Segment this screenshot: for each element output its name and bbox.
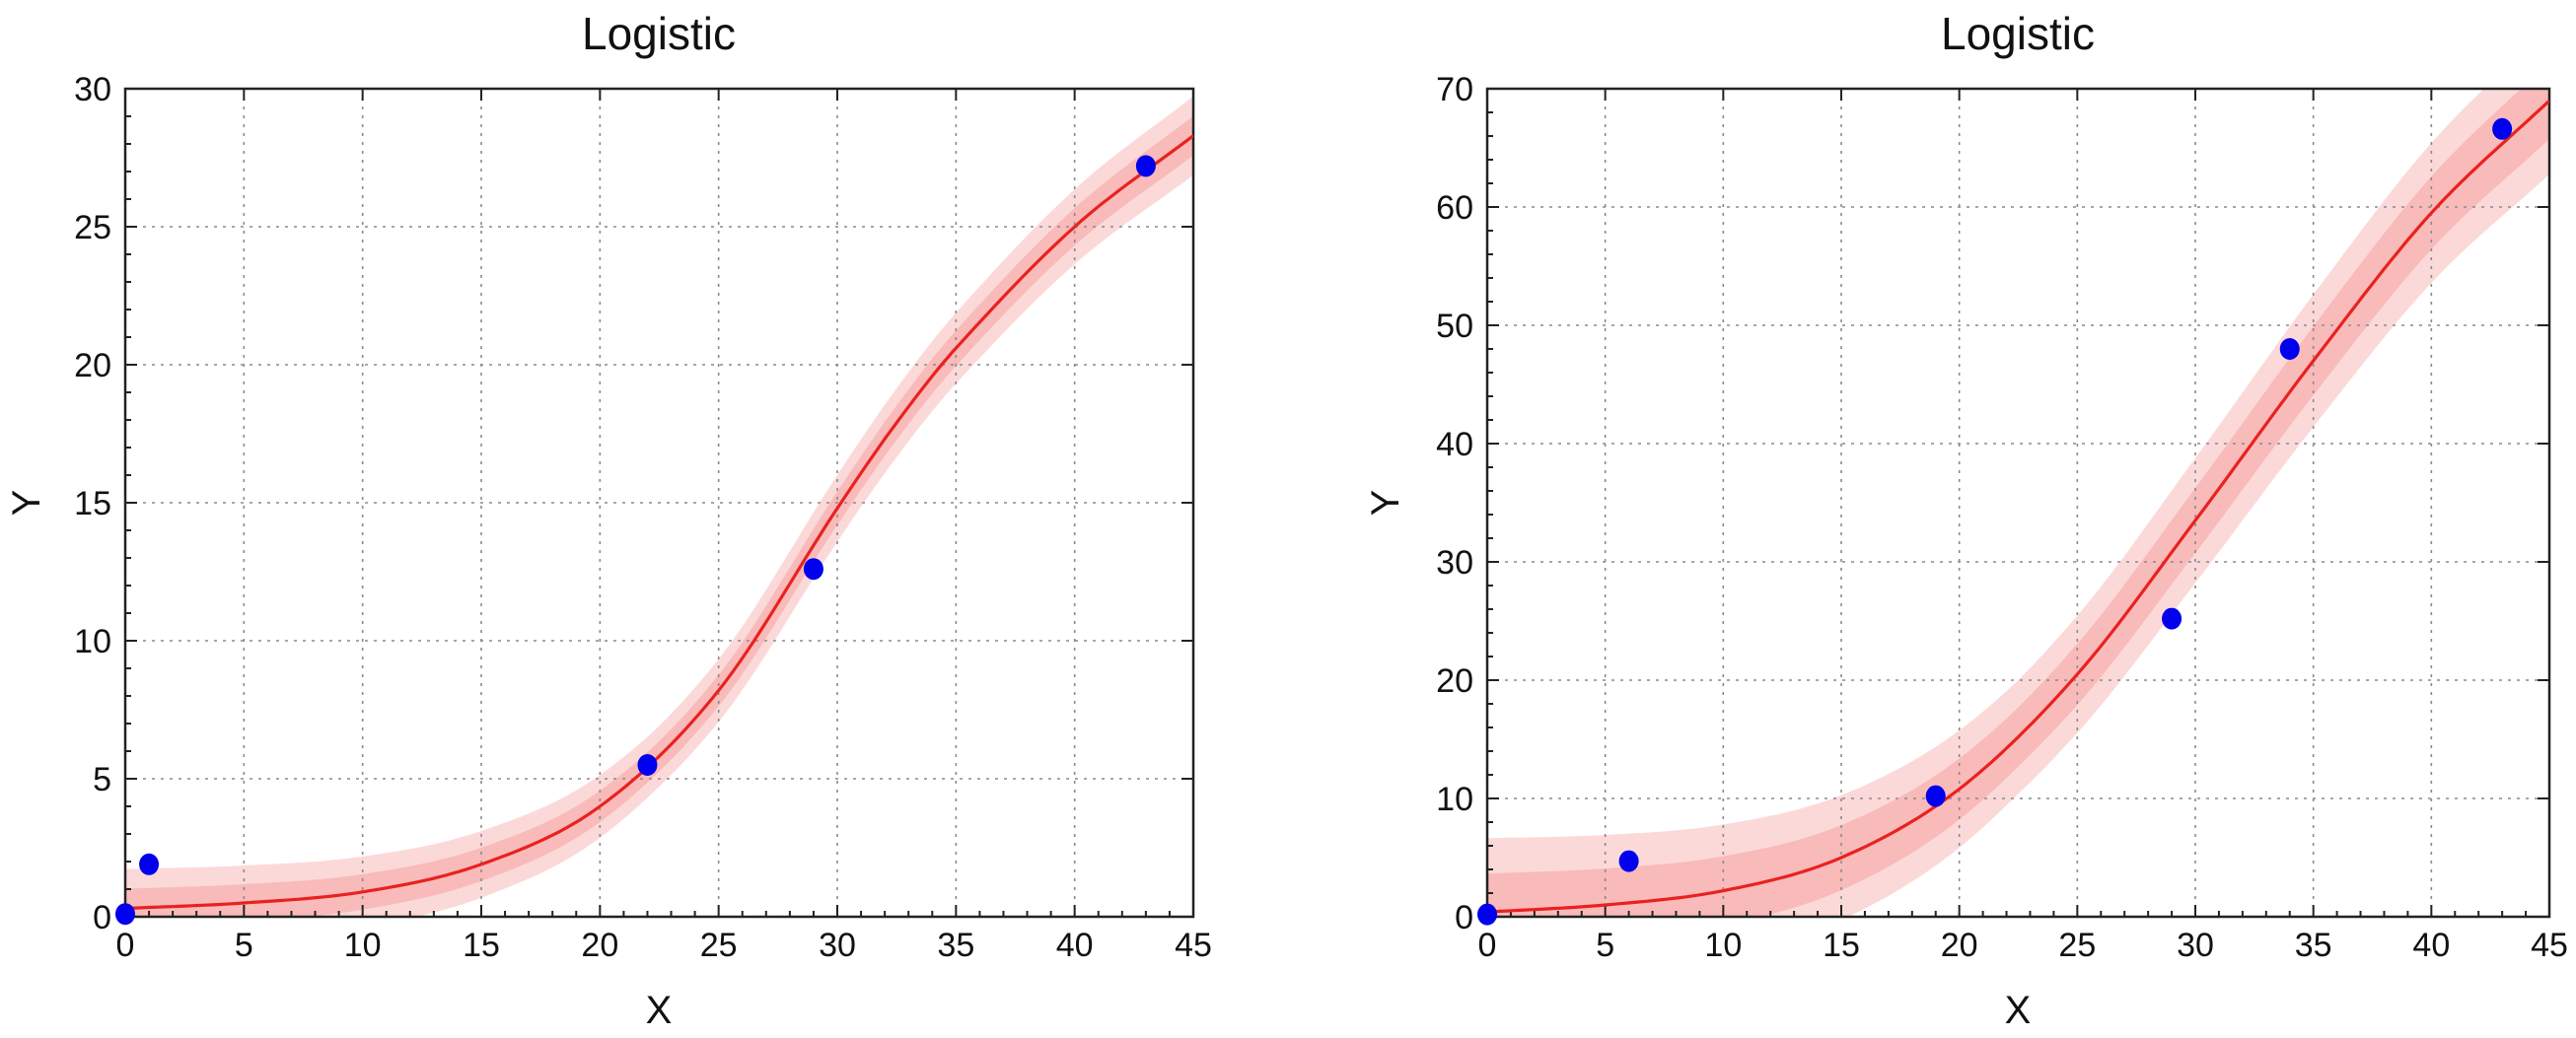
x-tick-label: 10 <box>1704 927 1742 964</box>
x-tick-label: 30 <box>819 927 856 964</box>
x-tick-label: 25 <box>700 927 738 964</box>
y-tick-label: 70 <box>1436 71 1473 108</box>
x-tick-label: 20 <box>581 927 618 964</box>
data-point-layer <box>1477 117 2513 926</box>
y-tick-label: 25 <box>74 209 111 246</box>
outer-confidence-band <box>125 96 1193 917</box>
y-tick-label: 10 <box>74 623 111 660</box>
data-point <box>1135 155 1156 177</box>
x-tick-label: 10 <box>344 927 382 964</box>
data-point <box>2279 338 2300 360</box>
y-tick-label: 10 <box>1436 781 1473 818</box>
x-tick-label: 15 <box>463 927 500 964</box>
fit-line-layer <box>125 134 1193 911</box>
data-point <box>115 903 135 926</box>
confidence-band-layer <box>125 96 1193 917</box>
y-tick-label: 5 <box>93 761 111 798</box>
y-tick-label: 50 <box>1436 308 1473 345</box>
x-tick-label: 15 <box>1823 927 1860 964</box>
fit-line <box>125 134 1193 911</box>
tick-layer: 0 5 10 15 20 25 30 35 40 45 0 5 10 15 20 25 30 <box>74 71 1212 964</box>
grid-layer <box>125 89 1193 917</box>
data-point <box>803 558 823 581</box>
data-point <box>637 754 658 776</box>
confidence-band-layer <box>1487 89 2549 917</box>
outer-confidence-band <box>1487 89 2549 917</box>
fit-line <box>1487 99 2549 914</box>
data-point <box>2492 117 2513 140</box>
y-tick-label: 0 <box>1455 899 1473 936</box>
x-tick-label: 5 <box>235 927 253 964</box>
y-axis-label: Y <box>5 490 48 517</box>
y-tick-label: 30 <box>74 71 111 108</box>
x-tick-label: 45 <box>2531 927 2568 964</box>
x-tick-label: 35 <box>937 927 974 964</box>
y-tick-label: 30 <box>1436 544 1473 582</box>
y-tick-label: 20 <box>1436 662 1473 700</box>
chart-title: Logistic <box>1941 8 2095 59</box>
y-axis-label: Y <box>1364 490 1407 517</box>
y-tick-label: 15 <box>74 485 111 522</box>
x-axis-label: X <box>646 989 673 1032</box>
x-tick-label: 25 <box>2058 927 2096 964</box>
x-axis-label: X <box>2005 989 2032 1032</box>
x-tick-label: 40 <box>1056 927 1094 964</box>
chart-title: Logistic <box>582 8 736 59</box>
fit-line-layer <box>1487 99 2549 914</box>
y-tick-label: 0 <box>93 899 111 936</box>
data-point-layer <box>115 155 1156 926</box>
x-tick-label: 40 <box>2412 927 2450 964</box>
chart-right: Logistic 0 5 10 15 20 25 30 35 40 45 0 10 20 30 40 50 60… <box>1364 8 2568 1032</box>
x-tick-label: 0 <box>116 927 135 964</box>
inner-confidence-band <box>1487 89 2549 917</box>
chart-left: Logistic 0 5 10 15 20 25 30 35 40 45051015202530 … <box>5 8 1212 1032</box>
data-point <box>1477 903 1497 926</box>
x-tick-label: 45 <box>1175 927 1212 964</box>
x-tick-label: 30 <box>2177 927 2214 964</box>
data-point <box>1925 785 1946 807</box>
data-point <box>139 853 160 875</box>
y-tick-label: 60 <box>1436 189 1473 227</box>
data-point <box>1618 850 1639 872</box>
y-tick-label: 40 <box>1436 426 1473 463</box>
x-tick-label: 35 <box>2295 927 2332 964</box>
x-tick-label: 20 <box>1941 927 1978 964</box>
x-tick-label: 5 <box>1596 927 1614 964</box>
plot-frame <box>1485 87 2551 919</box>
y-tick-label: 20 <box>74 347 111 384</box>
x-tick-label: 0 <box>1478 927 1497 964</box>
data-point <box>2162 607 2182 630</box>
tick-layer: 0 5 10 15 20 25 30 35 40 45 0 10 20 30 40 50 60 70 <box>1436 71 2568 964</box>
